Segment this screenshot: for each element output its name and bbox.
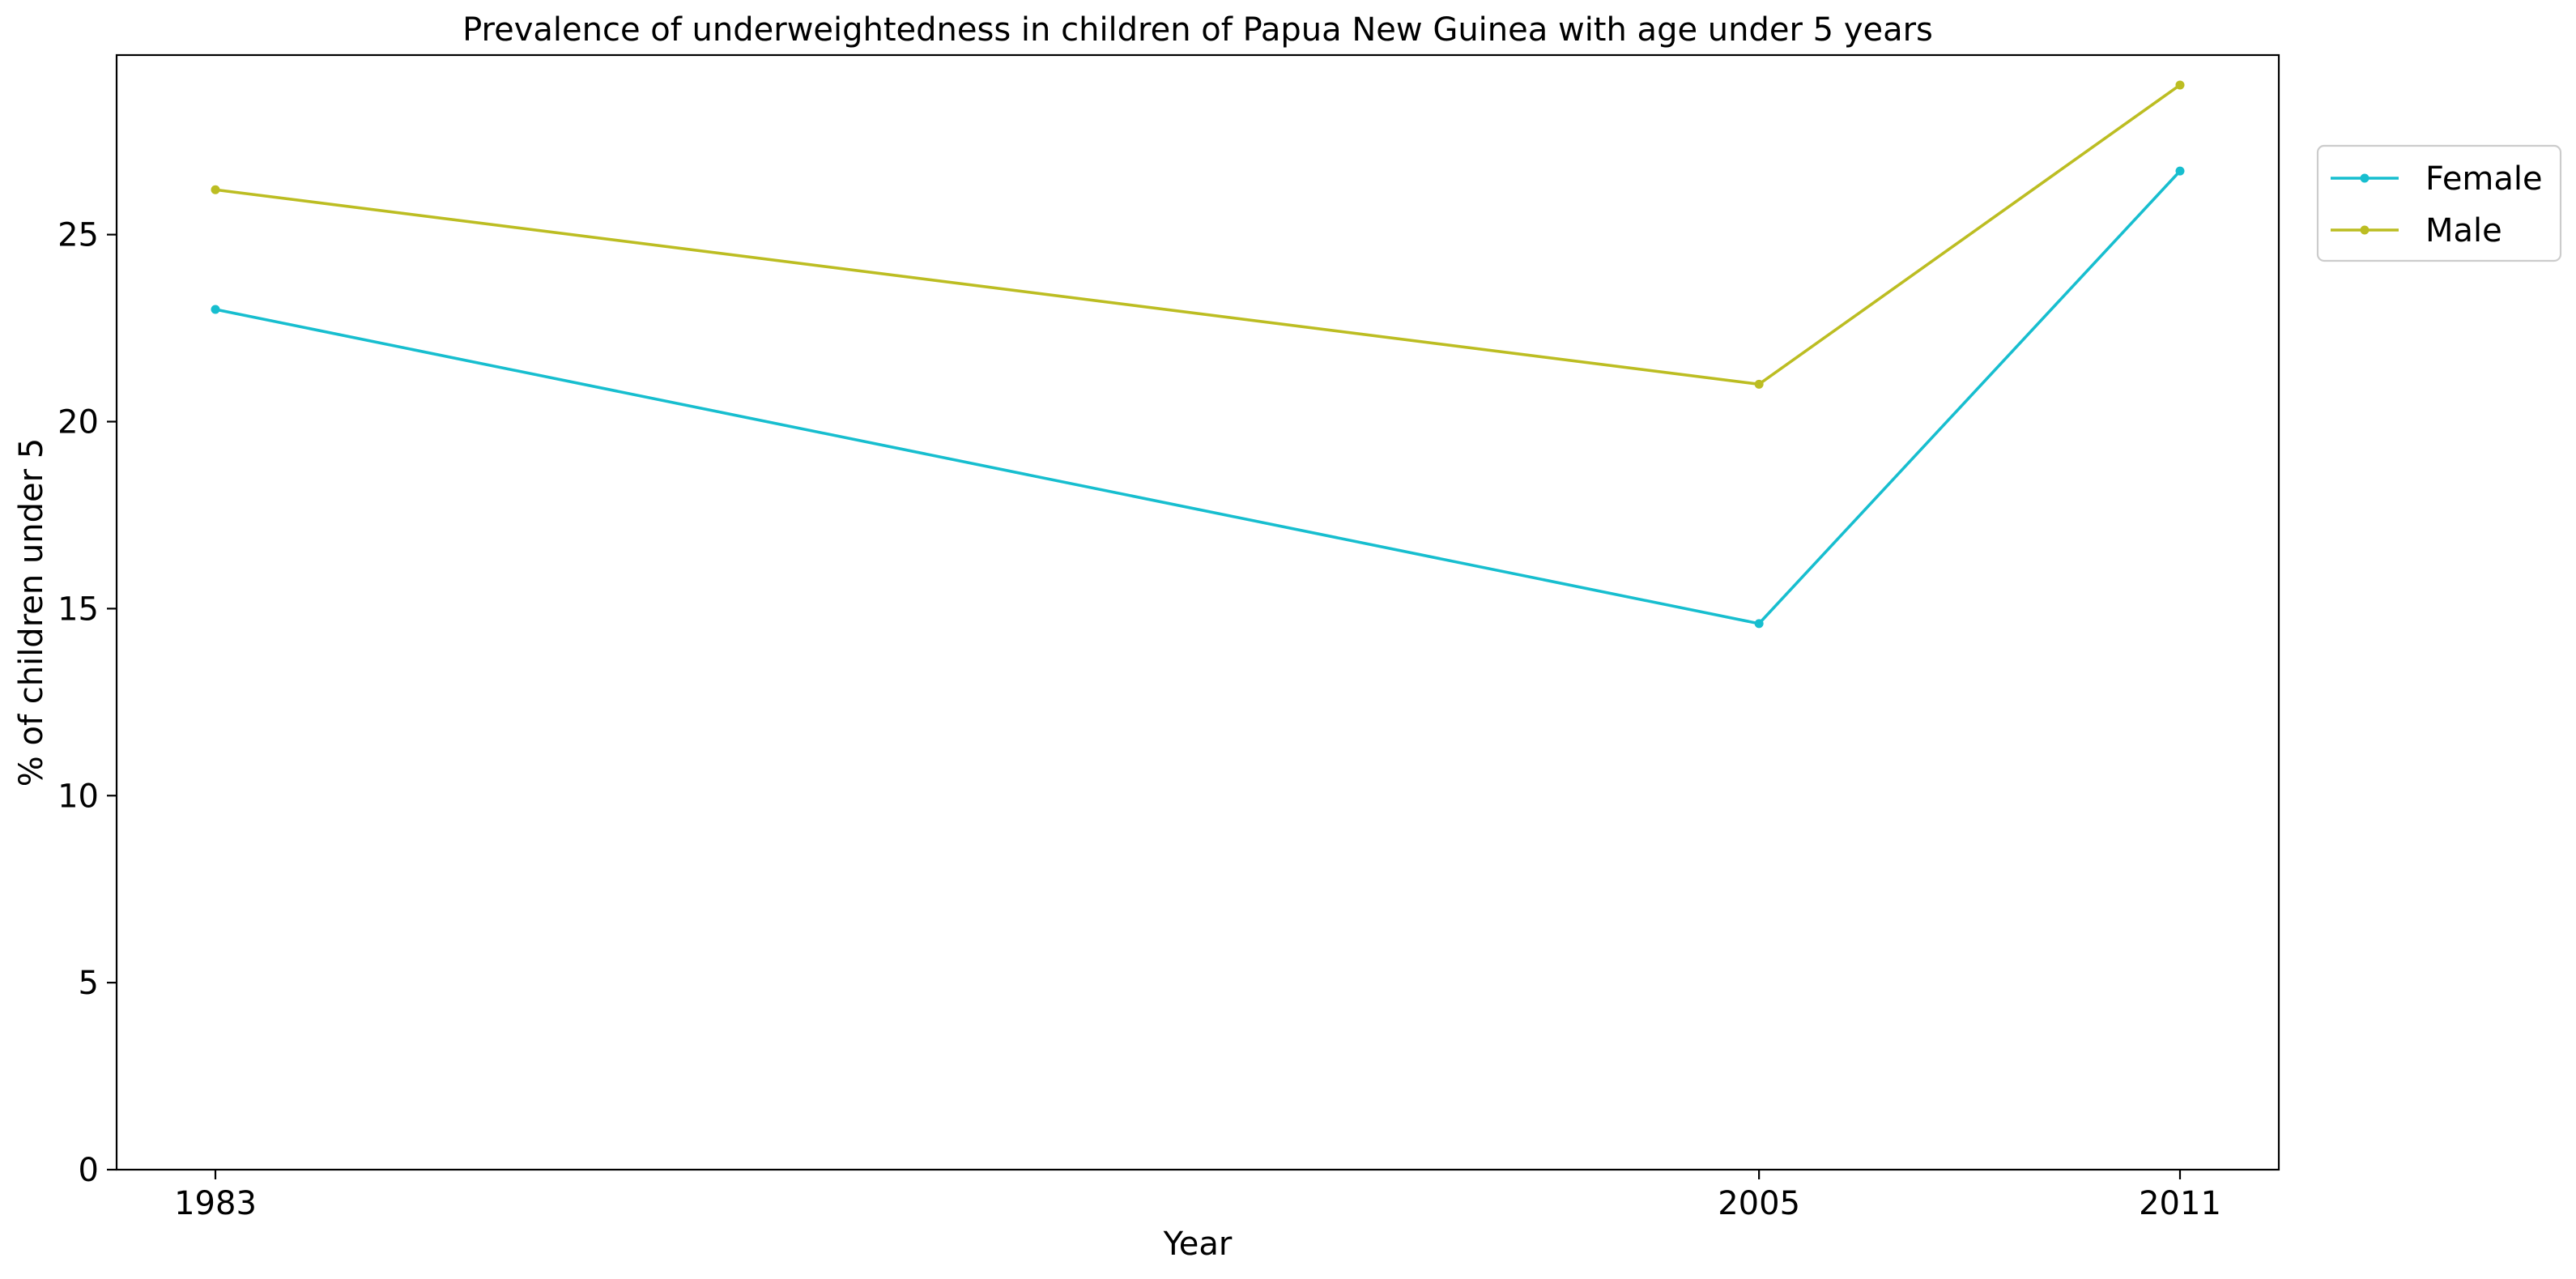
x-tick-label: 1983 [174,1185,257,1222]
data-point-female [1754,619,1764,629]
y-tick-label: 10 [57,778,99,815]
chart-title: Prevalence of underweightedness in child… [462,11,1933,49]
legend-label-male: Male [2425,212,2502,249]
x-axis-label: Year [1163,1226,1233,1263]
x-axis: 1983 2005 2011 [174,1170,2221,1222]
legend-marker-female [2360,173,2369,183]
legend-marker-male [2360,225,2369,235]
x-tick-label: 2011 [2139,1185,2221,1222]
y-tick-label: 0 [79,1152,99,1189]
data-point-female [2175,166,2185,176]
data-point-male [211,185,220,194]
plot-frame [115,53,2280,1171]
legend: Female Male [2316,144,2562,262]
x-tick-label: 2005 [1718,1185,1800,1222]
y-axis-label: % of children under 5 [13,438,50,787]
data-point-male [2175,80,2185,90]
y-tick-label: 5 [79,965,99,1002]
y-tick-label: 20 [57,404,99,441]
series-layer [211,80,2185,629]
y-tick-label: 25 [57,217,99,254]
data-point-female [211,305,220,314]
legend-label-female: Female [2425,160,2543,198]
y-tick-label: 15 [57,590,99,628]
plot-area [115,53,2280,1171]
legend-box [2316,144,2562,262]
data-point-male [1754,379,1764,389]
y-axis: 0 5 10 15 20 25 [57,217,117,1189]
